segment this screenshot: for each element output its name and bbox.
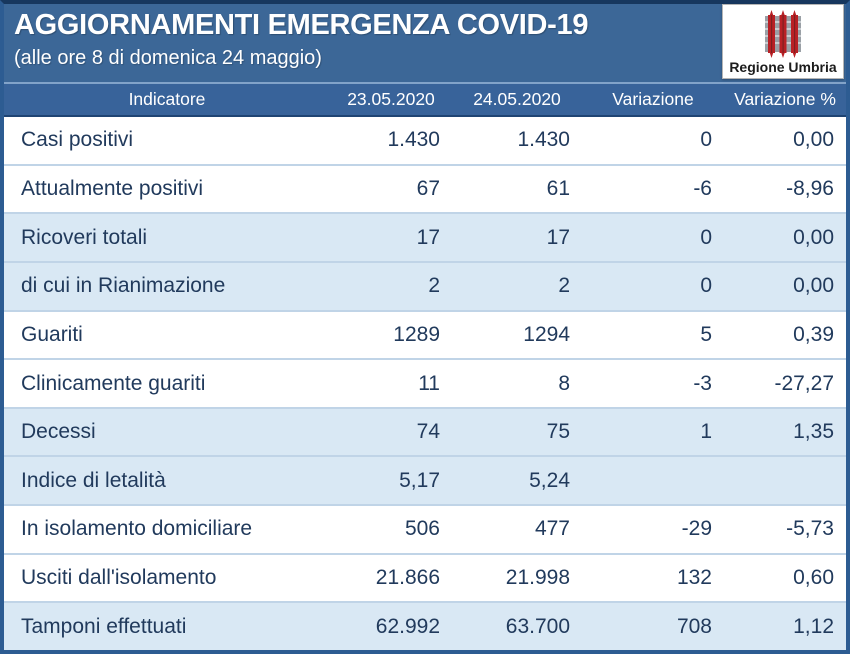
variation-pct-cell: 0,60	[793, 566, 834, 590]
umbria-ceri-icon	[765, 10, 801, 58]
value-cell-24: 75	[546, 420, 570, 444]
table-row-indice-letalita: Indice di letalità 5,17 5,24	[4, 455, 846, 505]
value-cell-23: 17	[416, 225, 440, 249]
variation-pct-cell: 1,12	[793, 614, 834, 638]
table-row-decessi: Decessi 74 75 1 1,35	[4, 406, 846, 456]
table-row-guariti: Guariti 1289 1294 5 0,39	[4, 309, 846, 359]
value-cell-24: 1294	[523, 322, 570, 346]
value-cell-24: 61	[546, 176, 570, 200]
indicator-cell: Clinicamente guariti	[21, 371, 206, 395]
indicator-cell: Attualmente positivi	[21, 176, 204, 200]
table-row-clinicamente-guariti: Clinicamente guariti 11 8 -3 -27,27	[4, 358, 846, 407]
variation-pct-cell: -8,96	[786, 176, 834, 200]
page-title: AGGIORNAMENTI EMERGENZA COVID-19	[14, 9, 589, 41]
indicator-cell: Usciti dall'isolamento	[21, 566, 217, 590]
value-cell-24: 8	[558, 371, 570, 395]
variation-pct-cell: 0,39	[793, 322, 834, 346]
page-subtitle: (alle ore 8 di domenica 24 maggio)	[14, 46, 322, 69]
table-row-attualmente-positivi: Attualmente positivi 67 61 -6 -8,96	[4, 163, 846, 213]
table-row-casi-positivi: Casi positivi 1.430 1.430 0 0,00	[4, 117, 846, 164]
value-cell-23: 74	[416, 420, 440, 444]
variation-cell: -3	[693, 371, 712, 395]
table-row-ricoveri-totali: Ricoveri totali 17 17 0 0,00	[4, 212, 846, 261]
variation-cell: 0	[700, 274, 712, 298]
value-cell-24: 17	[546, 225, 570, 249]
indicator-cell: Casi positivi	[21, 128, 134, 152]
table-body: Casi positivi 1.430 1.430 0 0,00 Attualm…	[4, 117, 846, 651]
variation-cell: 1	[700, 420, 712, 444]
column-header-date-24: 24.05.2020	[473, 89, 561, 109]
indicator-cell: Tamponi effettuati	[21, 614, 187, 638]
value-cell-23: 62.992	[375, 614, 440, 638]
indicator-cell: Guariti	[21, 322, 83, 346]
value-cell-23: 1289	[393, 322, 440, 346]
variation-pct-cell: 1,35	[793, 420, 834, 444]
value-cell-24: 21.998	[505, 566, 570, 590]
variation-cell: -6	[693, 176, 712, 200]
indicator-cell: di cui in Rianimazione	[21, 274, 226, 298]
table-row-rianimazione: di cui in Rianimazione 2 2 0 0,00	[4, 260, 846, 310]
value-cell-23: 1.430	[387, 128, 440, 152]
report-header: AGGIORNAMENTI EMERGENZA COVID-19 (alle o…	[4, 4, 846, 84]
regione-umbria-logo: Regione Umbria	[722, 4, 844, 79]
variation-cell: 5	[700, 322, 712, 346]
value-cell-24: 63.700	[505, 614, 570, 638]
value-cell-23: 67	[416, 176, 440, 200]
column-header-variazione-pct: Variazione %	[734, 89, 836, 109]
table-row-tamponi-effettuati: Tamponi effettuati 62.992 63.700 708 1,1…	[4, 601, 846, 651]
variation-cell: 0	[700, 225, 712, 249]
value-cell-24: 477	[534, 517, 570, 541]
value-cell-23: 21.866	[375, 566, 440, 590]
value-cell-23: 2	[428, 274, 440, 298]
variation-pct-cell: -5,73	[786, 517, 834, 541]
variation-cell: 132	[676, 566, 712, 590]
variation-pct-cell: 0,00	[793, 128, 834, 152]
variation-cell: 0	[700, 128, 712, 152]
variation-pct-cell: 0,00	[793, 225, 834, 249]
indicator-cell: Decessi	[21, 420, 96, 444]
value-cell-23: 5,17	[399, 468, 440, 492]
value-cell-24: 5,24	[529, 468, 570, 492]
column-header-date-23: 23.05.2020	[347, 89, 435, 109]
variation-pct-cell: 0,00	[793, 274, 834, 298]
variation-cell: -29	[681, 517, 712, 541]
value-cell-24: 1.430	[517, 128, 570, 152]
column-header-variazione: Variazione	[612, 89, 694, 109]
variation-pct-cell: -27,27	[774, 371, 834, 395]
column-header-indicatore: Indicatore	[128, 89, 206, 109]
table-row-usciti-isolamento: Usciti dall'isolamento 21.866 21.998 132…	[4, 552, 846, 602]
value-cell-24: 2	[558, 274, 570, 298]
value-cell-23: 506	[404, 517, 440, 541]
table-header-row: Indicatore 23.05.2020 24.05.2020 Variazi…	[4, 84, 846, 117]
value-cell-23: 11	[418, 371, 440, 395]
logo-label: Regione Umbria	[729, 59, 837, 75]
table-row-isolamento-domiciliare: In isolamento domiciliare 506 477 -29 -5…	[4, 504, 846, 553]
indicator-cell: Ricoveri totali	[21, 225, 148, 249]
indicator-cell: Indice di letalità	[21, 468, 166, 492]
indicator-cell: In isolamento domiciliare	[21, 517, 253, 541]
variation-cell: 708	[676, 614, 712, 638]
